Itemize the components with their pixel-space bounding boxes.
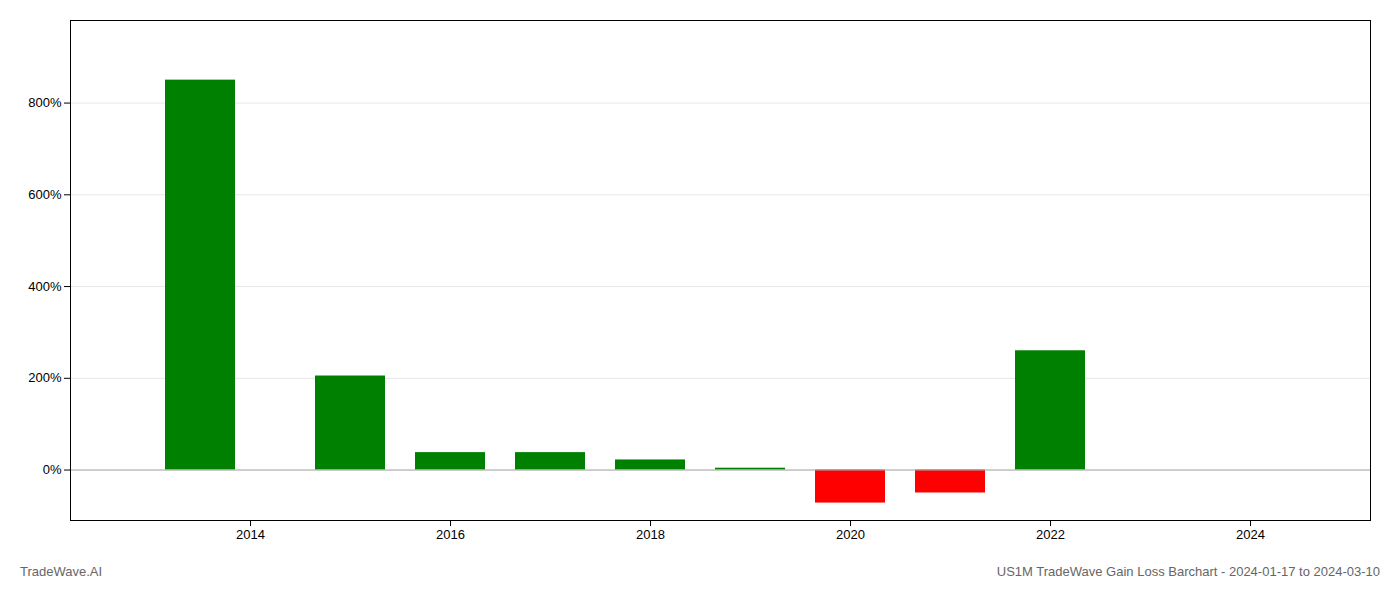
svg-text:2022: 2022 (1036, 527, 1065, 542)
html-text:TradeWave.AI: TradeWave.AI (20, 564, 103, 579)
svg-text:2024: 2024 (1236, 527, 1265, 542)
svg-text:2014: 2014 (236, 527, 265, 542)
svg-text:800%: 800% (28, 95, 62, 110)
svg-text:200%: 200% (28, 370, 62, 385)
svg-text:2016: 2016 (436, 527, 465, 542)
svg-text:400%: 400% (28, 279, 62, 294)
svg-text:600%: 600% (28, 187, 62, 202)
html-text:US1M TradeWave Gain Loss Barch: US1M TradeWave Gain Loss Barchart - 2024… (996, 564, 1380, 579)
svg-text:2020: 2020 (836, 527, 865, 542)
svg-text:0%: 0% (43, 462, 62, 477)
svg-text:2018: 2018 (636, 527, 665, 542)
